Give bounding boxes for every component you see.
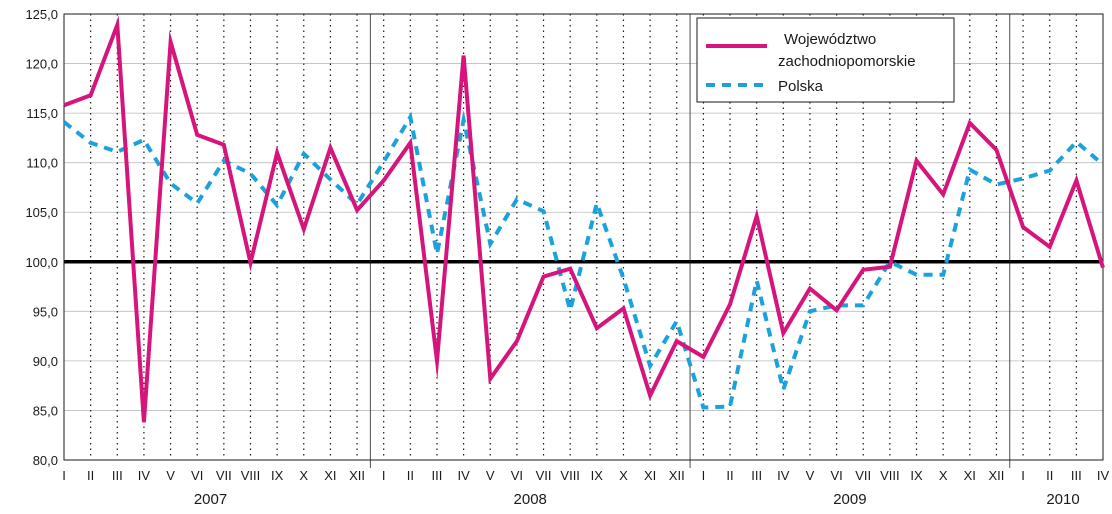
year-label: 2007 (194, 491, 227, 508)
y-tick-label: 80,0 (33, 453, 58, 468)
x-tick-label: I (62, 468, 66, 483)
legend-box (696, 17, 955, 103)
x-tick-label: VII (536, 468, 552, 483)
x-tick-label: V (806, 468, 815, 483)
x-tick-label: VIII (880, 468, 900, 483)
x-tick-label: VII (855, 468, 871, 483)
series-wojewodztwo (63, 15, 1105, 423)
x-tick-label: IX (271, 468, 284, 483)
x-tick-label: IX (910, 468, 923, 483)
x-tick-label: III (432, 468, 443, 483)
legend-label-wojewodztwo-line1: Województwo (784, 31, 876, 48)
x-tick-label: V (486, 468, 495, 483)
x-tick-label: III (751, 468, 762, 483)
series-polska (62, 110, 1105, 410)
y-tick-label: 105,0 (25, 205, 58, 220)
y-tick-label: 100,0 (25, 255, 58, 270)
y-axis: 80,0 85,0 90,0 95,0 100,0 105,0 110,0 115,0 120,… (25, 7, 58, 468)
plot-frame (63, 13, 1104, 461)
x-tick-label: VI (191, 468, 203, 483)
x-tick-label: II (726, 468, 733, 483)
x-tick-label: XI (964, 468, 976, 483)
x-tick-label: I (702, 468, 706, 483)
x-tick-label: VI (830, 468, 842, 483)
x-tick-label: III (1071, 468, 1082, 483)
x-tick-label: XII (988, 468, 1004, 483)
y-tick-label: 90,0 (33, 354, 58, 369)
y-tick-label: 125,0 (25, 7, 58, 22)
x-tick-label: XII (349, 468, 365, 483)
x-axis: I II III IV V VI VII VIII IX X XI XII I II III IV V VI VII… (62, 468, 1109, 508)
year-label: 2010 (1046, 491, 1079, 508)
y-tick-label: 95,0 (33, 304, 58, 319)
y-tick-label: 85,0 (33, 403, 58, 418)
x-tick-label: X (939, 468, 948, 483)
y-tick-label: 110,0 (26, 156, 58, 171)
year-label: 2008 (514, 491, 547, 508)
x-tick-label: XI (644, 468, 656, 483)
x-tick-label: II (1046, 468, 1053, 483)
x-tick-label: II (87, 468, 94, 483)
x-tick-label: VI (511, 468, 523, 483)
x-tick-label: XII (669, 468, 685, 483)
x-tick-label: XI (324, 468, 336, 483)
x-tick-label: I (1021, 468, 1025, 483)
x-tick-label: VIII (241, 468, 261, 483)
x-tick-label: II (407, 468, 414, 483)
x-tick-label: X (619, 468, 628, 483)
legend-label-wojewodztwo-line2: zachodniopomorskie (778, 53, 916, 70)
y-tick-label: 115,0 (26, 106, 58, 121)
x-tick-label: IX (591, 468, 604, 483)
x-tick-label: IV (457, 468, 470, 483)
x-tick-label: I (382, 468, 386, 483)
x-tick-label: IV (777, 468, 790, 483)
x-tick-label: X (299, 468, 308, 483)
x-tick-label: IV (138, 468, 151, 483)
x-tick-label: VII (216, 468, 232, 483)
y-tick-label: 120,0 (25, 57, 58, 72)
x-tick-label: III (112, 468, 123, 483)
legend: Województwo zachodniopomorskie Polska (696, 17, 955, 103)
x-tick-label: VIII (560, 468, 580, 483)
series-layer (62, 15, 1105, 423)
year-label: 2009 (833, 491, 866, 508)
x-tick-label: IV (1097, 468, 1110, 483)
legend-label-polska: Polska (778, 78, 824, 95)
x-tick-label: V (166, 468, 175, 483)
